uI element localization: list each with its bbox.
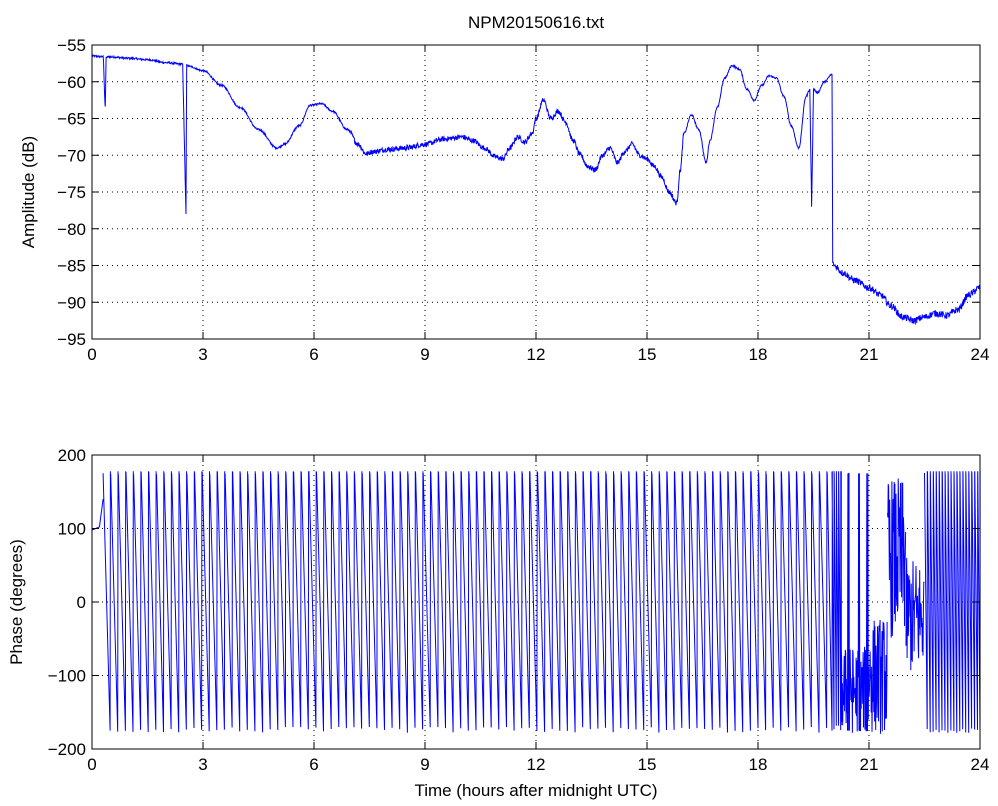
phase-x-tick-label: 21 <box>860 755 879 774</box>
amplitude-y-tick-label: −60 <box>57 73 86 92</box>
phase-x-tick-label: 3 <box>198 755 207 774</box>
amplitude-y-tick-label: −95 <box>57 330 86 349</box>
amplitude-x-tick-label: 15 <box>638 345 657 364</box>
amplitude-y-tick-label: −80 <box>57 220 86 239</box>
amplitude-x-tick-label: 9 <box>420 345 429 364</box>
phase-x-tick-label: 12 <box>527 755 546 774</box>
amplitude-x-tick-label: 21 <box>860 345 879 364</box>
amplitude-x-tick-label: 18 <box>749 345 768 364</box>
amplitude-grid <box>92 45 980 339</box>
phase-x-tick-label: 9 <box>420 755 429 774</box>
phase-x-tick-label: 0 <box>87 755 96 774</box>
phase-panel: 0 3 6 9 12 15 18 21 24 200 100 0 −100 −200 Phase (deg… <box>7 446 989 800</box>
phase-y-tick-label: −200 <box>48 740 86 759</box>
amplitude-y-tick-label: −85 <box>57 257 86 276</box>
phase-x-tick-label: 18 <box>749 755 768 774</box>
phase-x-tick-label: 6 <box>309 755 318 774</box>
amplitude-trace <box>91 54 981 326</box>
phase-y-axis-label: Phase (degrees) <box>7 539 26 665</box>
amplitude-y-tick-label: −75 <box>57 183 86 202</box>
amplitude-y-tick-label: −70 <box>57 146 86 165</box>
phase-x-tick-label: 15 <box>638 755 657 774</box>
amplitude-x-tick-label: 24 <box>971 345 990 364</box>
phase-y-tick-label: 100 <box>58 520 86 539</box>
amplitude-y-axis-label: Amplitude (dB) <box>19 136 38 248</box>
chart-title: NPM20150616.txt <box>468 13 604 32</box>
amplitude-y-tick-label: −90 <box>57 293 86 312</box>
amplitude-y-tick-label: −65 <box>57 110 86 129</box>
time-x-axis-label: Time (hours after midnight UTC) <box>414 781 657 800</box>
amplitude-y-tick-label: −55 <box>57 36 86 55</box>
amplitude-x-tick-label: 12 <box>527 345 546 364</box>
amplitude-ticks: 0 3 6 9 12 15 18 21 24 −55 −60 −65 −70 −75 −80 −85 −90 −9… <box>57 36 989 364</box>
amplitude-panel: NPM20150616.txt 0 3 6 9 12 15 18 21 24 −55 −60 −65 −… <box>19 13 989 364</box>
amplitude-series-line <box>91 54 981 326</box>
phase-y-tick-label: 0 <box>77 593 86 612</box>
phase-ticks: 0 3 6 9 12 15 18 21 24 200 100 0 −100 −200 <box>48 446 990 774</box>
phase-y-tick-label: 200 <box>58 446 86 465</box>
amplitude-x-tick-label: 3 <box>198 345 207 364</box>
amplitude-axes-box <box>91 44 981 340</box>
amplitude-x-tick-label: 6 <box>309 345 318 364</box>
phase-y-tick-label: −100 <box>48 667 86 686</box>
phase-x-tick-label: 24 <box>971 755 990 774</box>
amplitude-x-tick-label: 0 <box>87 345 96 364</box>
